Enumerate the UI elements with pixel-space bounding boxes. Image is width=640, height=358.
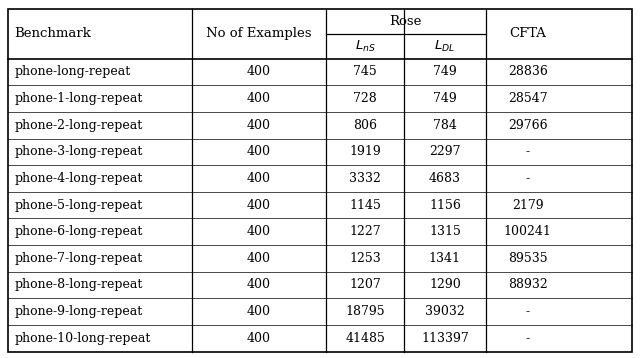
- Text: $L_{DL}$: $L_{DL}$: [435, 39, 456, 54]
- Text: 749: 749: [433, 92, 457, 105]
- Text: 784: 784: [433, 119, 457, 132]
- Text: 745: 745: [353, 66, 377, 78]
- Text: 88932: 88932: [508, 279, 548, 291]
- Text: 1290: 1290: [429, 279, 461, 291]
- Text: 18795: 18795: [346, 305, 385, 318]
- Text: 113397: 113397: [421, 332, 469, 345]
- Text: 400: 400: [247, 279, 271, 291]
- Text: 400: 400: [247, 225, 271, 238]
- Text: 400: 400: [247, 305, 271, 318]
- Text: 400: 400: [247, 199, 271, 212]
- Text: 39032: 39032: [425, 305, 465, 318]
- Text: phone-2-long-repeat: phone-2-long-repeat: [14, 119, 142, 132]
- Text: 2297: 2297: [429, 145, 461, 158]
- Text: CFTA: CFTA: [509, 27, 546, 40]
- Text: 400: 400: [247, 252, 271, 265]
- Text: 1919: 1919: [349, 145, 381, 158]
- Text: 400: 400: [247, 66, 271, 78]
- Text: 400: 400: [247, 119, 271, 132]
- Text: 100241: 100241: [504, 225, 552, 238]
- Text: 1227: 1227: [349, 225, 381, 238]
- Text: 1315: 1315: [429, 225, 461, 238]
- Text: 400: 400: [247, 145, 271, 158]
- Text: 4683: 4683: [429, 172, 461, 185]
- Text: phone-9-long-repeat: phone-9-long-repeat: [14, 305, 142, 318]
- Text: 806: 806: [353, 119, 378, 132]
- Text: 1341: 1341: [429, 252, 461, 265]
- Text: phone-long-repeat: phone-long-repeat: [14, 66, 131, 78]
- Text: phone-7-long-repeat: phone-7-long-repeat: [14, 252, 142, 265]
- Text: 400: 400: [247, 332, 271, 345]
- Text: 1253: 1253: [349, 252, 381, 265]
- Text: 728: 728: [353, 92, 377, 105]
- Text: -: -: [525, 172, 530, 185]
- Text: -: -: [525, 332, 530, 345]
- Text: 28836: 28836: [508, 66, 548, 78]
- Text: phone-1-long-repeat: phone-1-long-repeat: [14, 92, 143, 105]
- Text: phone-3-long-repeat: phone-3-long-repeat: [14, 145, 143, 158]
- Text: 28547: 28547: [508, 92, 547, 105]
- Text: 1156: 1156: [429, 199, 461, 212]
- Text: -: -: [525, 145, 530, 158]
- Text: 41485: 41485: [346, 332, 385, 345]
- Text: 749: 749: [433, 66, 457, 78]
- Text: 3332: 3332: [349, 172, 381, 185]
- Text: phone-10-long-repeat: phone-10-long-repeat: [14, 332, 150, 345]
- Text: phone-6-long-repeat: phone-6-long-repeat: [14, 225, 143, 238]
- Text: 400: 400: [247, 92, 271, 105]
- Text: 1207: 1207: [349, 279, 381, 291]
- Text: 1145: 1145: [349, 199, 381, 212]
- Text: $L_{nS}$: $L_{nS}$: [355, 39, 376, 54]
- Text: Benchmark: Benchmark: [14, 27, 91, 40]
- Text: 400: 400: [247, 172, 271, 185]
- Text: 29766: 29766: [508, 119, 547, 132]
- Text: Rose: Rose: [390, 15, 422, 28]
- Text: No of Examples: No of Examples: [206, 27, 312, 40]
- Text: 2179: 2179: [512, 199, 543, 212]
- Text: -: -: [525, 305, 530, 318]
- Text: phone-4-long-repeat: phone-4-long-repeat: [14, 172, 143, 185]
- Text: phone-5-long-repeat: phone-5-long-repeat: [14, 199, 142, 212]
- Text: 89535: 89535: [508, 252, 547, 265]
- Text: phone-8-long-repeat: phone-8-long-repeat: [14, 279, 143, 291]
